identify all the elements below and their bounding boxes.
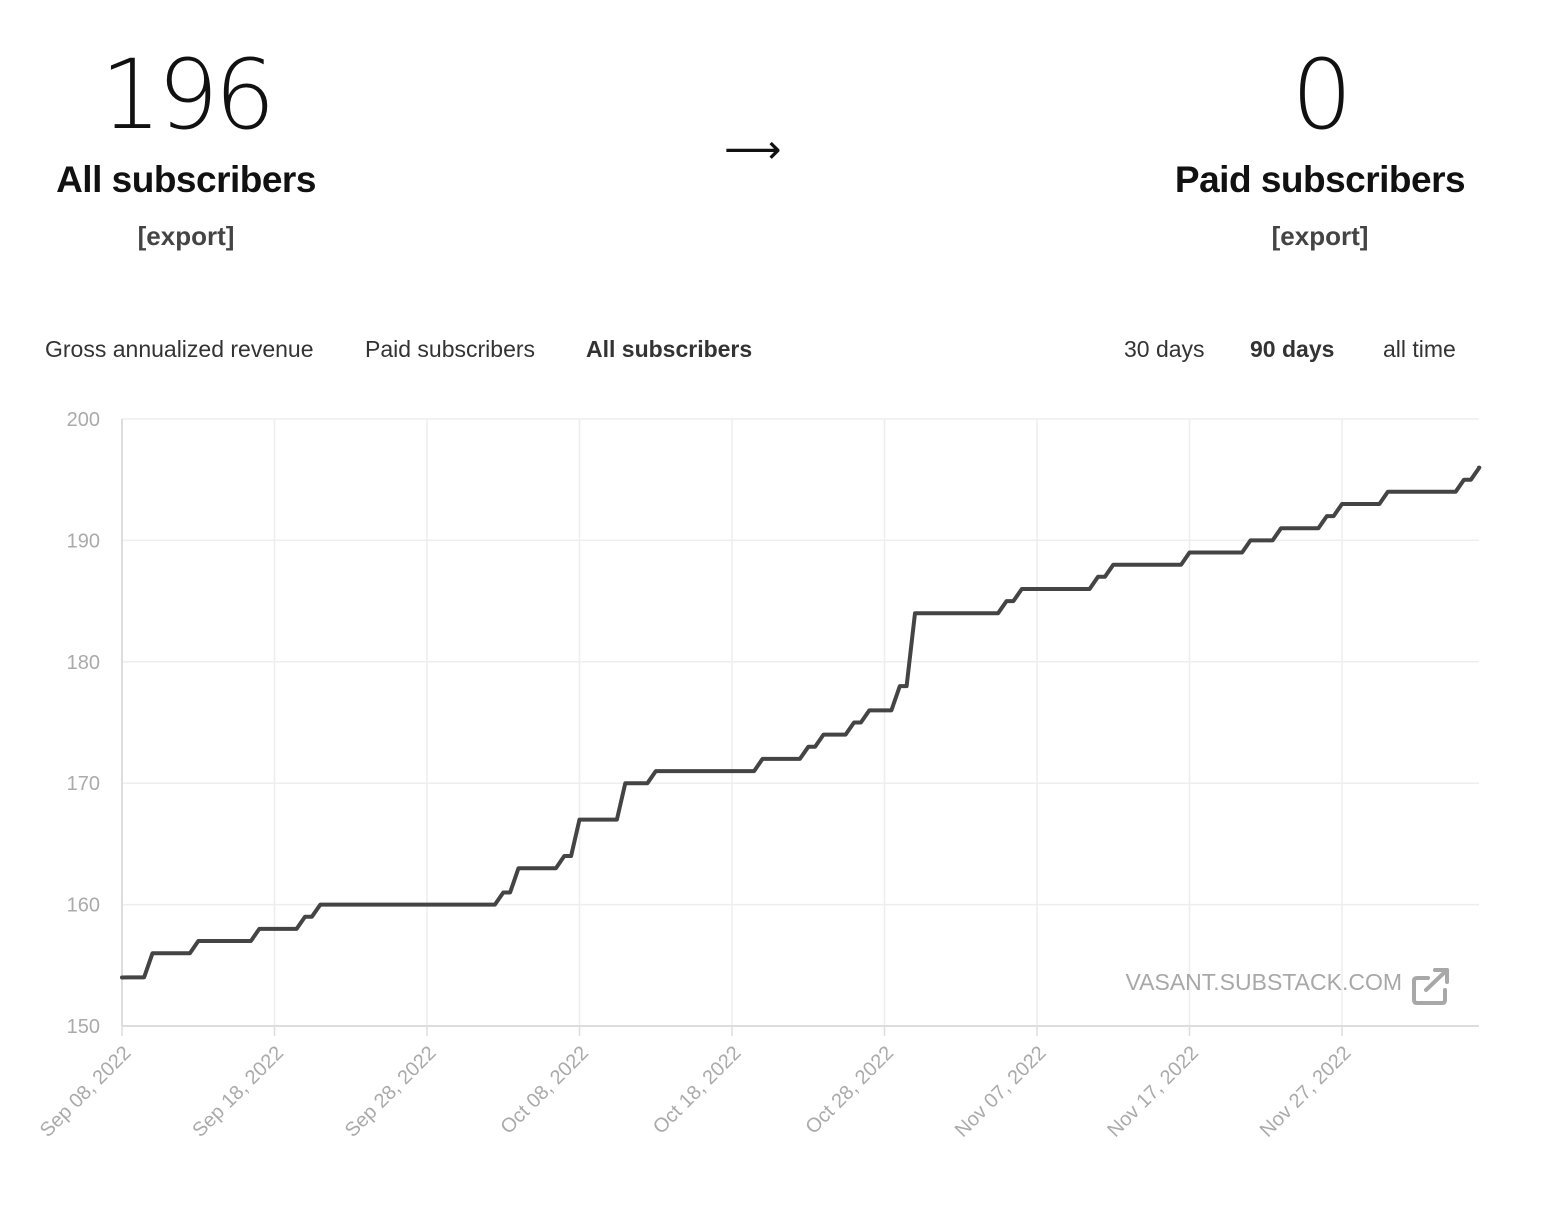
x-tick-label: Nov 27, 2022 <box>1256 1042 1356 1142</box>
x-tick-label: Oct 08, 2022 <box>496 1042 593 1139</box>
y-tick-label: 170 <box>67 773 100 795</box>
y-tick-label: 200 <box>67 409 100 431</box>
x-tick-label: Sep 08, 2022 <box>36 1042 136 1142</box>
watermark[interactable]: VASANT.SUBSTACK.COM <box>1126 968 1449 1005</box>
paid-subscribers-summary: 0 Paid subscribers [export] <box>1110 40 1530 254</box>
tab-paid-subscribers[interactable]: Paid subscribers <box>365 336 536 362</box>
paid-subscribers-count: 0 <box>1291 39 1352 151</box>
y-tick-label: 180 <box>67 652 100 674</box>
all-subscribers-summary: 196 All subscribers [export] <box>0 40 396 254</box>
y-tick-label: 150 <box>67 1016 100 1038</box>
x-tick-label: Sep 18, 2022 <box>188 1042 288 1142</box>
tab-gross-annualized-revenue[interactable]: Gross annualized revenue <box>45 336 314 362</box>
paid-subscribers-label: Paid subscribers <box>1174 159 1466 200</box>
x-tick-label: Sep 28, 2022 <box>341 1042 441 1142</box>
external-link-icon <box>1412 968 1449 1005</box>
right-arrow-icon: ⟶ <box>724 127 782 173</box>
y-tick-label: 190 <box>67 530 100 552</box>
all-subscribers-label: All subscribers <box>56 159 316 200</box>
export-all-subscribers-link[interactable]: [export] <box>137 221 235 251</box>
y-tick-label: 160 <box>67 895 100 917</box>
tab-90-days[interactable]: 90 days <box>1250 336 1335 362</box>
tab-30-days[interactable]: 30 days <box>1124 336 1205 362</box>
x-tick-label: Oct 28, 2022 <box>801 1042 898 1139</box>
tab-all-time[interactable]: all time <box>1383 336 1456 362</box>
watermark-text: VASANT.SUBSTACK.COM <box>1126 969 1402 995</box>
series-line <box>120 465 1482 980</box>
tab-all-subscribers[interactable]: All subscribers <box>586 336 753 362</box>
x-tick-label: Nov 17, 2022 <box>1103 1042 1203 1142</box>
x-tick-label: Oct 18, 2022 <box>649 1042 746 1139</box>
x-tick-label: Nov 07, 2022 <box>951 1042 1051 1142</box>
all-subscribers-count: 196 <box>100 39 275 151</box>
export-paid-subscribers-link[interactable]: [export] <box>1271 221 1369 251</box>
